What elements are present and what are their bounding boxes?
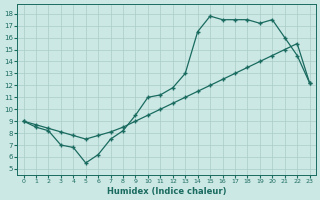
X-axis label: Humidex (Indice chaleur): Humidex (Indice chaleur) <box>107 187 226 196</box>
